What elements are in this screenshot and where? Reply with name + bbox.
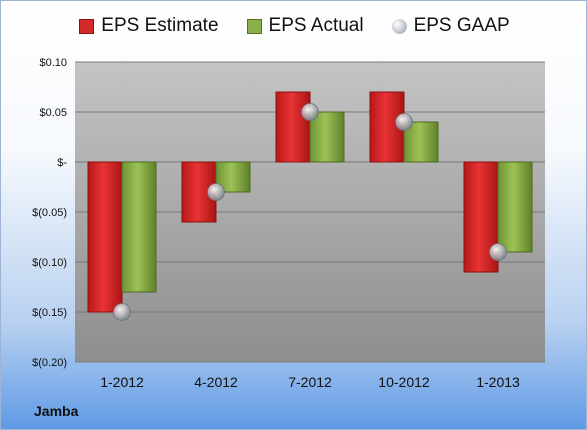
y-tick-label: $0.10 [39,57,67,69]
legend-item-eps-gaap: EPS GAAP [391,15,510,37]
company-name: Jamba [34,403,79,419]
legend-swatch-eps-gaap [391,18,407,34]
y-tick-label: $(0.20) [32,357,67,369]
x-tick-label: 10-2012 [378,374,430,390]
y-tick-label: $(0.10) [32,257,67,269]
bar-eps-actual [309,111,345,163]
bar-eps-actual [497,161,533,253]
bar-eps-estimate [87,161,123,313]
legend-label-eps-gaap: EPS GAAP [413,15,510,36]
marker-eps-gaap [489,243,507,261]
marker-eps-gaap [113,303,131,321]
y-tick-label: $- [57,157,67,169]
legend-swatch-eps-estimate [79,18,95,34]
gaap-markers [113,103,507,321]
legend-label-eps-actual: EPS Actual [268,15,364,36]
legend-swatch-eps-actual [246,18,262,34]
x-tick-label: 1-2012 [100,374,144,390]
x-axis-ticks: 1-2012 4-2012 7-2012 10-2012 1-2013 [100,374,520,390]
legend-label-eps-estimate: EPS Estimate [101,15,219,36]
legend: EPS Estimate EPS Actual EPS GAAP [1,15,586,37]
marker-eps-gaap [301,103,319,121]
y-axis-ticks: $0.10 $0.05 $- $(0.05) $(0.10) $(0.15) $(0.20) [32,57,67,369]
marker-eps-gaap [395,113,413,131]
legend-item-eps-estimate: EPS Estimate [79,15,219,37]
marker-eps-gaap [207,183,225,201]
bar-eps-estimate [275,91,311,163]
x-tick-label: 4-2012 [194,374,238,390]
legend-item-eps-actual: EPS Actual [246,15,364,37]
x-tick-label: 7-2012 [288,374,332,390]
y-tick-label: $0.05 [39,107,67,119]
bar-eps-actual [121,161,157,293]
y-tick-label: $(0.05) [32,207,67,219]
y-tick-label: $(0.15) [32,307,67,319]
x-tick-label: 1-2013 [476,374,520,390]
